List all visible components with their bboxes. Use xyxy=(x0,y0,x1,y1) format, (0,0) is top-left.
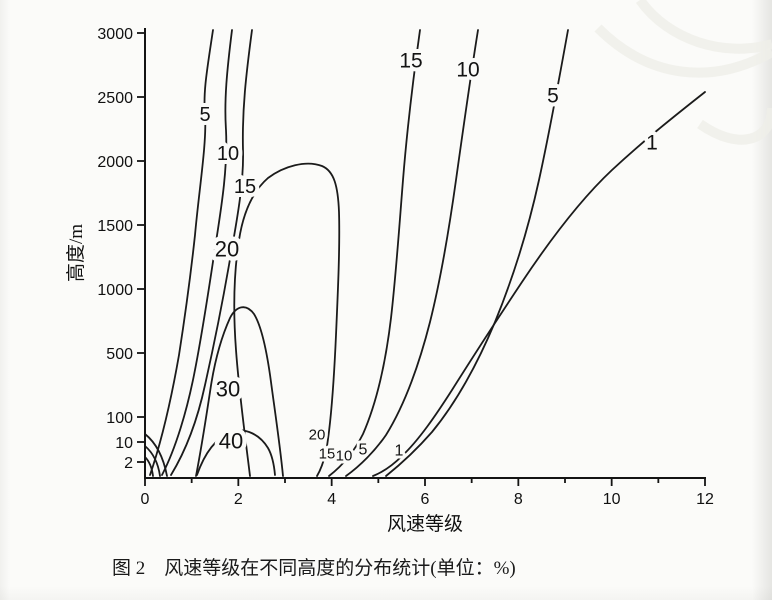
contour-line xyxy=(161,29,233,476)
contour-label: 5 xyxy=(199,104,210,126)
y-tick-label: 2 xyxy=(124,455,133,472)
y-tick-label: 500 xyxy=(106,346,133,363)
contour-lines-group xyxy=(144,29,706,477)
contour-line xyxy=(328,29,421,477)
contour-line xyxy=(233,162,341,477)
contour-line xyxy=(149,29,214,476)
x-tick-label: 10 xyxy=(603,491,621,508)
contour-line xyxy=(385,29,569,477)
contour-label: 20 xyxy=(309,426,326,443)
x-tick-label: 0 xyxy=(141,491,150,508)
watermark-graphic xyxy=(594,0,772,145)
x-tick-label: 2 xyxy=(234,491,243,508)
contour-label: 1 xyxy=(646,131,658,154)
contour-line xyxy=(144,433,168,477)
x-tick-label: 6 xyxy=(421,491,430,508)
y-tick-label: 2000 xyxy=(97,154,133,171)
contour-label: 40 xyxy=(219,429,243,454)
contour-label: 15 xyxy=(319,445,336,462)
x-axis-label: 风速等级 xyxy=(387,513,463,535)
contour-label: 15 xyxy=(399,49,422,72)
x-tick-label: 8 xyxy=(514,491,523,508)
y-tick-label: 2500 xyxy=(97,90,133,107)
y-axis-label: 高度/m xyxy=(65,224,87,282)
contour-line xyxy=(170,29,253,476)
contour-label: 5 xyxy=(547,84,559,107)
x-tick-label: 12 xyxy=(696,491,714,508)
contour-label: 20 xyxy=(215,237,239,262)
y-tick-label: 3000 xyxy=(97,26,133,43)
contour-line xyxy=(345,29,479,477)
y-tick-label: 100 xyxy=(106,410,133,427)
contour-label: 10 xyxy=(456,58,479,81)
figure-caption: 图 2 风速等级在不同高度的分布统计(单位：%) xyxy=(112,558,516,579)
contour-line xyxy=(372,91,706,477)
contour-line xyxy=(144,456,154,477)
axis-ticks-group xyxy=(137,32,706,486)
contour-label: 10 xyxy=(336,447,353,464)
contour-label: 1 xyxy=(395,443,404,460)
contour-line xyxy=(196,429,276,476)
contour-label: 5 xyxy=(359,442,368,459)
axis-tick-labels-group: 0 2 4 6 8 10 12 3000 2500 2000 1500 1000 500 100 10 2 xyxy=(97,26,714,508)
y-tick-label: 1000 xyxy=(97,282,133,299)
y-tick-label: 1500 xyxy=(97,218,133,235)
contour-line xyxy=(195,306,284,477)
x-tick-label: 4 xyxy=(327,491,336,508)
contour-label: 30 xyxy=(216,377,240,402)
contour-label: 15 xyxy=(234,176,256,198)
contour-chart: 0 2 4 6 8 10 12 3000 2500 2000 1500 1000 500 100 10 2 5… xyxy=(65,0,772,535)
contour-label: 10 xyxy=(217,143,239,165)
contour-line xyxy=(144,445,161,477)
y-tick-label: 10 xyxy=(115,435,133,452)
